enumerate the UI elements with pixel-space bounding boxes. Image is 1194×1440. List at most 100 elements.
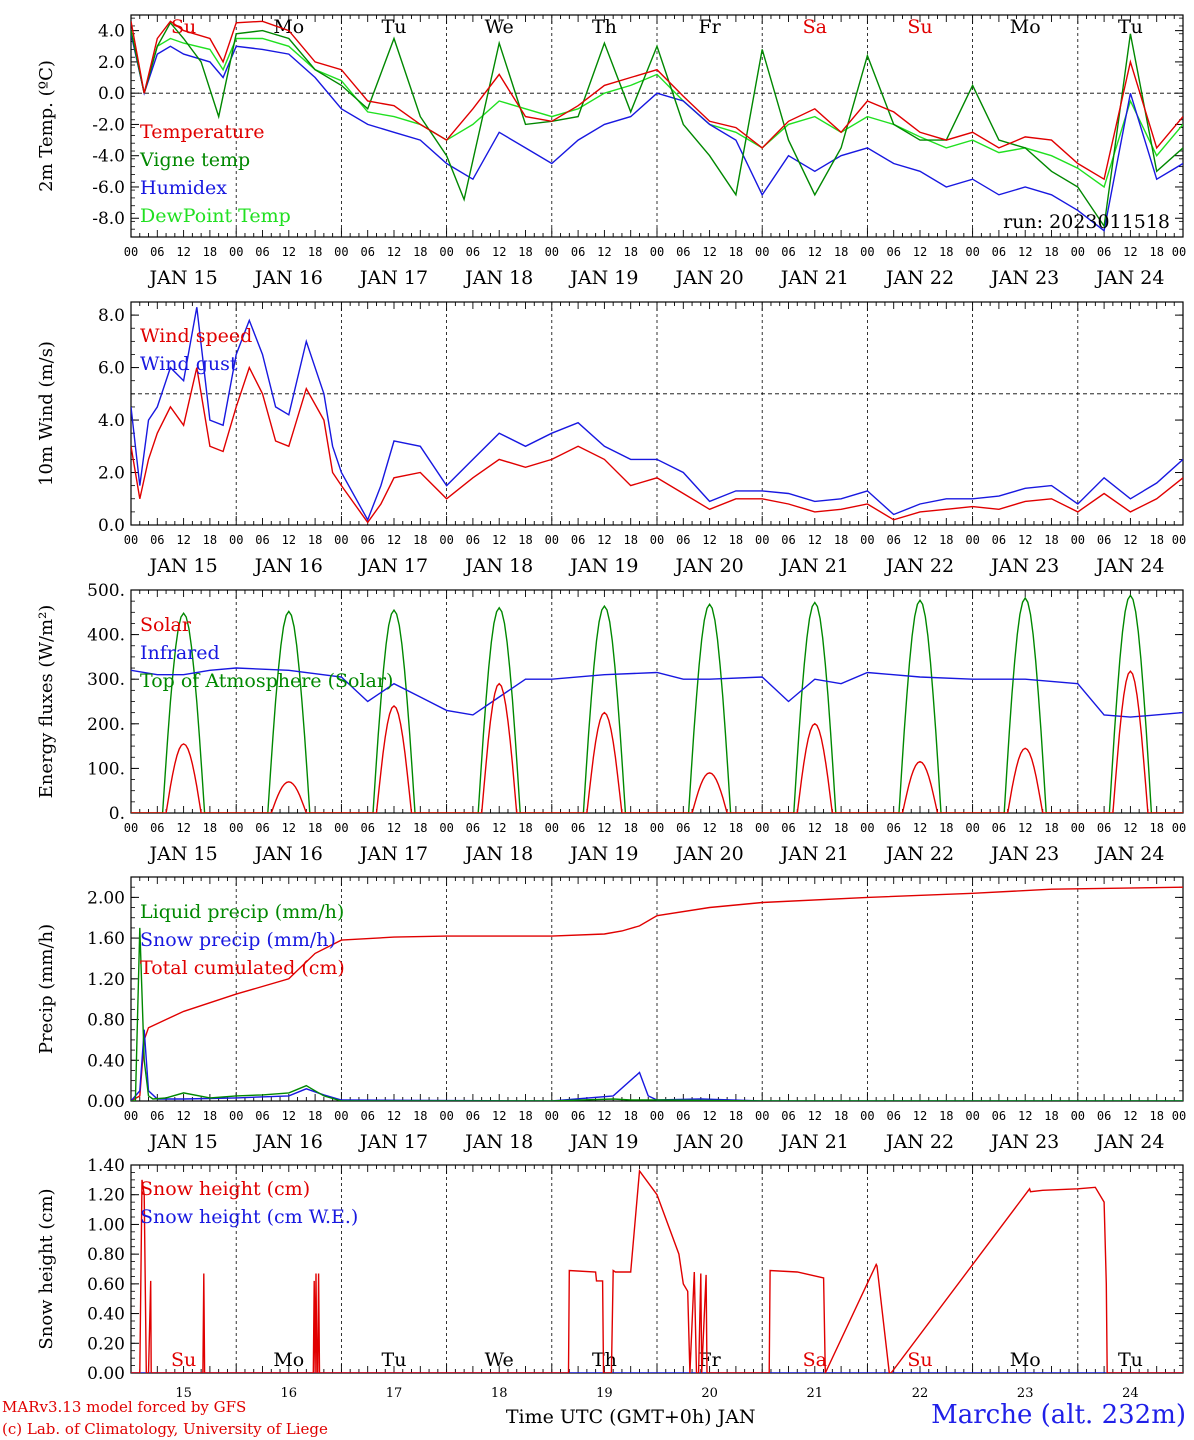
y-tick-label: 1.60 xyxy=(87,929,125,949)
x-hour-label: 06 xyxy=(571,1109,585,1123)
weekday-label: Fr xyxy=(698,1349,721,1371)
x-day-label: JAN 18 xyxy=(463,555,533,577)
x-hour-label: 12 xyxy=(1018,1109,1032,1123)
x-hour-label: 18 xyxy=(413,533,427,547)
x-hour-label: 06 xyxy=(676,533,690,547)
x-hour-label: 06 xyxy=(676,821,690,835)
x-day-label: JAN 16 xyxy=(253,1131,323,1153)
x-hour-label: 00 xyxy=(124,245,138,259)
weekday-label: Tu xyxy=(382,16,407,38)
legend-entry: Wind gust xyxy=(140,353,238,375)
series-line-humidex xyxy=(131,33,1183,232)
x-hour-label: 12 xyxy=(492,821,506,835)
x-hour-label: 18 xyxy=(1149,821,1163,835)
x-day-label: JAN 21 xyxy=(779,1131,849,1153)
x-day-label: JAN 24 xyxy=(1094,843,1164,865)
y-axis-title: Snow height (cm) xyxy=(36,1188,57,1349)
x-day-number: 22 xyxy=(912,1386,929,1401)
x-hour-label: 12 xyxy=(282,821,296,835)
weekday-label: We xyxy=(485,16,514,38)
x-hour-label: 00 xyxy=(650,533,664,547)
x-hour-label: 00 xyxy=(1071,533,1085,547)
y-tick-label: 0.0 xyxy=(98,84,125,104)
x-hour-label: 00 xyxy=(860,245,874,259)
series-line-temperature xyxy=(131,20,1183,181)
x-day-number: 17 xyxy=(386,1386,403,1401)
x-hour-label: 12 xyxy=(1123,821,1137,835)
x-hour-label: 12 xyxy=(1123,1109,1137,1123)
x-hour-label: 18 xyxy=(203,533,217,547)
x-hour-label: 06 xyxy=(150,245,164,259)
legend-entry: Total cumulated (cm) xyxy=(140,957,345,979)
panel-5: 0.00 0.20 0.40 0.60 0.80 1.00 1.20 1.40 Snow hei… xyxy=(36,1156,1184,1428)
x-day-label: JAN 18 xyxy=(463,267,533,289)
x-day-number: 21 xyxy=(807,1386,824,1401)
x-hour-label: 06 xyxy=(571,245,585,259)
x-hour-label: 18 xyxy=(1044,245,1058,259)
x-hour-label: 12 xyxy=(176,1109,190,1123)
legend-entry: Vigne temp xyxy=(139,149,250,171)
weekday-label: Mo xyxy=(1010,16,1041,38)
x-day-label: JAN 19 xyxy=(568,1131,638,1153)
weekday-label: We xyxy=(485,1349,514,1371)
x-hour-label: 12 xyxy=(913,1109,927,1123)
x-hour-label: 06 xyxy=(466,821,480,835)
x-hour-label: 12 xyxy=(702,821,716,835)
x-hour-label: 18 xyxy=(939,533,953,547)
x-hour-label: 18 xyxy=(1044,533,1058,547)
y-tick-label: 500. xyxy=(87,581,125,601)
x-hour-label: 06 xyxy=(360,1109,374,1123)
y-tick-label: 0.40 xyxy=(87,1305,125,1325)
series-line-total-cumulated-cm- xyxy=(131,886,1183,1101)
x-day-label: JAN 17 xyxy=(358,267,428,289)
y-tick-label: 0. xyxy=(109,804,125,824)
x-hour-label: 18 xyxy=(729,1109,743,1123)
x-hour-label: 18 xyxy=(308,821,322,835)
x-day-label: JAN 15 xyxy=(148,555,218,577)
x-day-label: JAN 20 xyxy=(674,1131,744,1153)
x-hour-label: 00 xyxy=(755,533,769,547)
x-hour-label: 00 xyxy=(860,533,874,547)
x-hour-label: 00 xyxy=(650,1109,664,1123)
x-hour-label: 06 xyxy=(150,533,164,547)
x-day-label: JAN 17 xyxy=(358,1131,428,1153)
panel-4: 0.00 0.40 0.80 1.20 1.60 2.00 Precip (mm/h) 00 0… xyxy=(36,876,1186,1153)
legend-entry: Top of Atmosphere (Solar) xyxy=(140,670,393,692)
x-hour-label: 06 xyxy=(781,1109,795,1123)
x-hour-label: 12 xyxy=(282,1109,296,1123)
y-tick-label: 2.0 xyxy=(98,464,125,484)
x-hour-label: 06 xyxy=(676,1109,690,1123)
x-hour-label: 00 xyxy=(439,533,453,547)
x-hour-label: 06 xyxy=(360,533,374,547)
x-hour-label: 12 xyxy=(492,1109,506,1123)
x-hour-label: 06 xyxy=(466,1109,480,1123)
x-day-label: JAN 16 xyxy=(253,843,323,865)
x-hour-label: 18 xyxy=(413,821,427,835)
y-tick-label: 300. xyxy=(87,670,125,690)
y-tick-label: 0.20 xyxy=(87,1334,125,1354)
x-hour-label: 06 xyxy=(992,533,1006,547)
series-line-solar xyxy=(131,670,1183,813)
x-hour-label: 00 xyxy=(124,1109,138,1123)
y-tick-label: 1.40 xyxy=(87,1156,125,1176)
x-day-number: 19 xyxy=(596,1386,613,1401)
legend-entry: DewPoint Temp xyxy=(140,205,291,227)
y-axis-title: 10m Wind (m/s) xyxy=(36,341,57,486)
x-hour-label: 12 xyxy=(282,533,296,547)
y-tick-label: -4.0 xyxy=(92,147,125,167)
x-hour-label: 06 xyxy=(360,821,374,835)
x-hour-label: 06 xyxy=(781,533,795,547)
x-hour-label: 18 xyxy=(518,533,532,547)
x-hour-label: 18 xyxy=(413,245,427,259)
lab-credit: (c) Lab. of Climatology, University of L… xyxy=(2,1420,328,1438)
x-hour-label: 12 xyxy=(176,821,190,835)
legend-entry: Snow height (cm) xyxy=(140,1178,310,1200)
x-hour-label: 00 xyxy=(545,533,559,547)
panel-2: 0.0 2.0 4.0 6.0 8.0 10m Wind (m/s) 00 06 12 18 JAN… xyxy=(36,301,1186,577)
x-hour-label: 12 xyxy=(387,245,401,259)
y-tick-label: 6.0 xyxy=(98,359,125,379)
y-tick-label: -6.0 xyxy=(92,178,125,198)
weekday-label: Tu xyxy=(1118,16,1143,38)
y-tick-label: 0.80 xyxy=(87,1245,125,1265)
x-hour-label: 18 xyxy=(729,245,743,259)
